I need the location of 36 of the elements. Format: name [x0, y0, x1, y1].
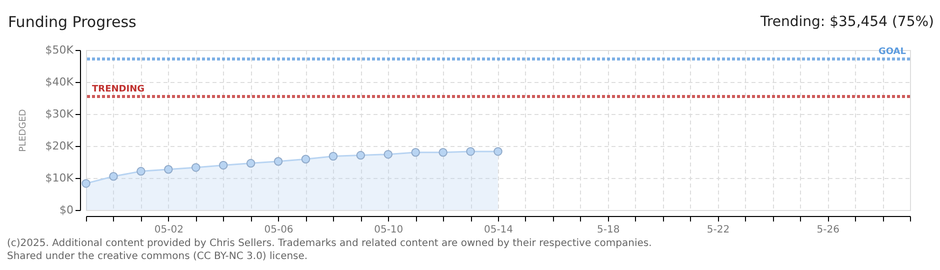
point	[164, 164, 173, 174]
point	[109, 172, 118, 181]
point	[438, 148, 448, 157]
point	[246, 158, 256, 168]
y-tick-label: $50K	[45, 44, 74, 56]
text: (c)2025. Additional content provided by Chris Sellers. Trademarks and related content are owned by their respective companies.	[7, 238, 652, 249]
point	[218, 160, 228, 170]
point	[301, 154, 310, 164]
x-tick-label: 5-26	[816, 224, 840, 236]
point	[384, 150, 393, 159]
x-tick-label: 05-06	[264, 224, 294, 236]
text: Shared under the creative commons (CC BY-NC 3.0) license.	[7, 251, 308, 262]
point	[274, 156, 283, 166]
x-tick-label: 05-02	[154, 224, 184, 236]
text: Trending: $35,454 (75%)	[759, 14, 934, 30]
point	[466, 147, 475, 156]
y-tick-label: $30K	[45, 108, 74, 120]
x-tick-label: 5-22	[706, 224, 730, 236]
point	[494, 147, 502, 156]
point	[82, 179, 90, 188]
x-tick-label: 05-14	[484, 224, 514, 236]
point	[191, 163, 200, 172]
y-axis-title: PLEDGED	[18, 109, 28, 152]
chart-title: Funding Progress	[8, 13, 137, 31]
point	[328, 152, 338, 161]
y-tick-label: $0	[60, 204, 74, 216]
ref-line-label: TRENDING	[92, 84, 144, 95]
point	[356, 150, 366, 160]
x-tick-label: 05-10	[374, 224, 404, 236]
y-tick-label: $20K	[45, 140, 74, 152]
point	[411, 148, 420, 157]
y-tick-label: $10K	[45, 172, 74, 184]
y-tick-label: $40K	[45, 76, 74, 88]
ref-line-label: GOAL	[878, 46, 906, 57]
point	[136, 166, 146, 176]
x-tick-label: 5-18	[597, 224, 620, 236]
